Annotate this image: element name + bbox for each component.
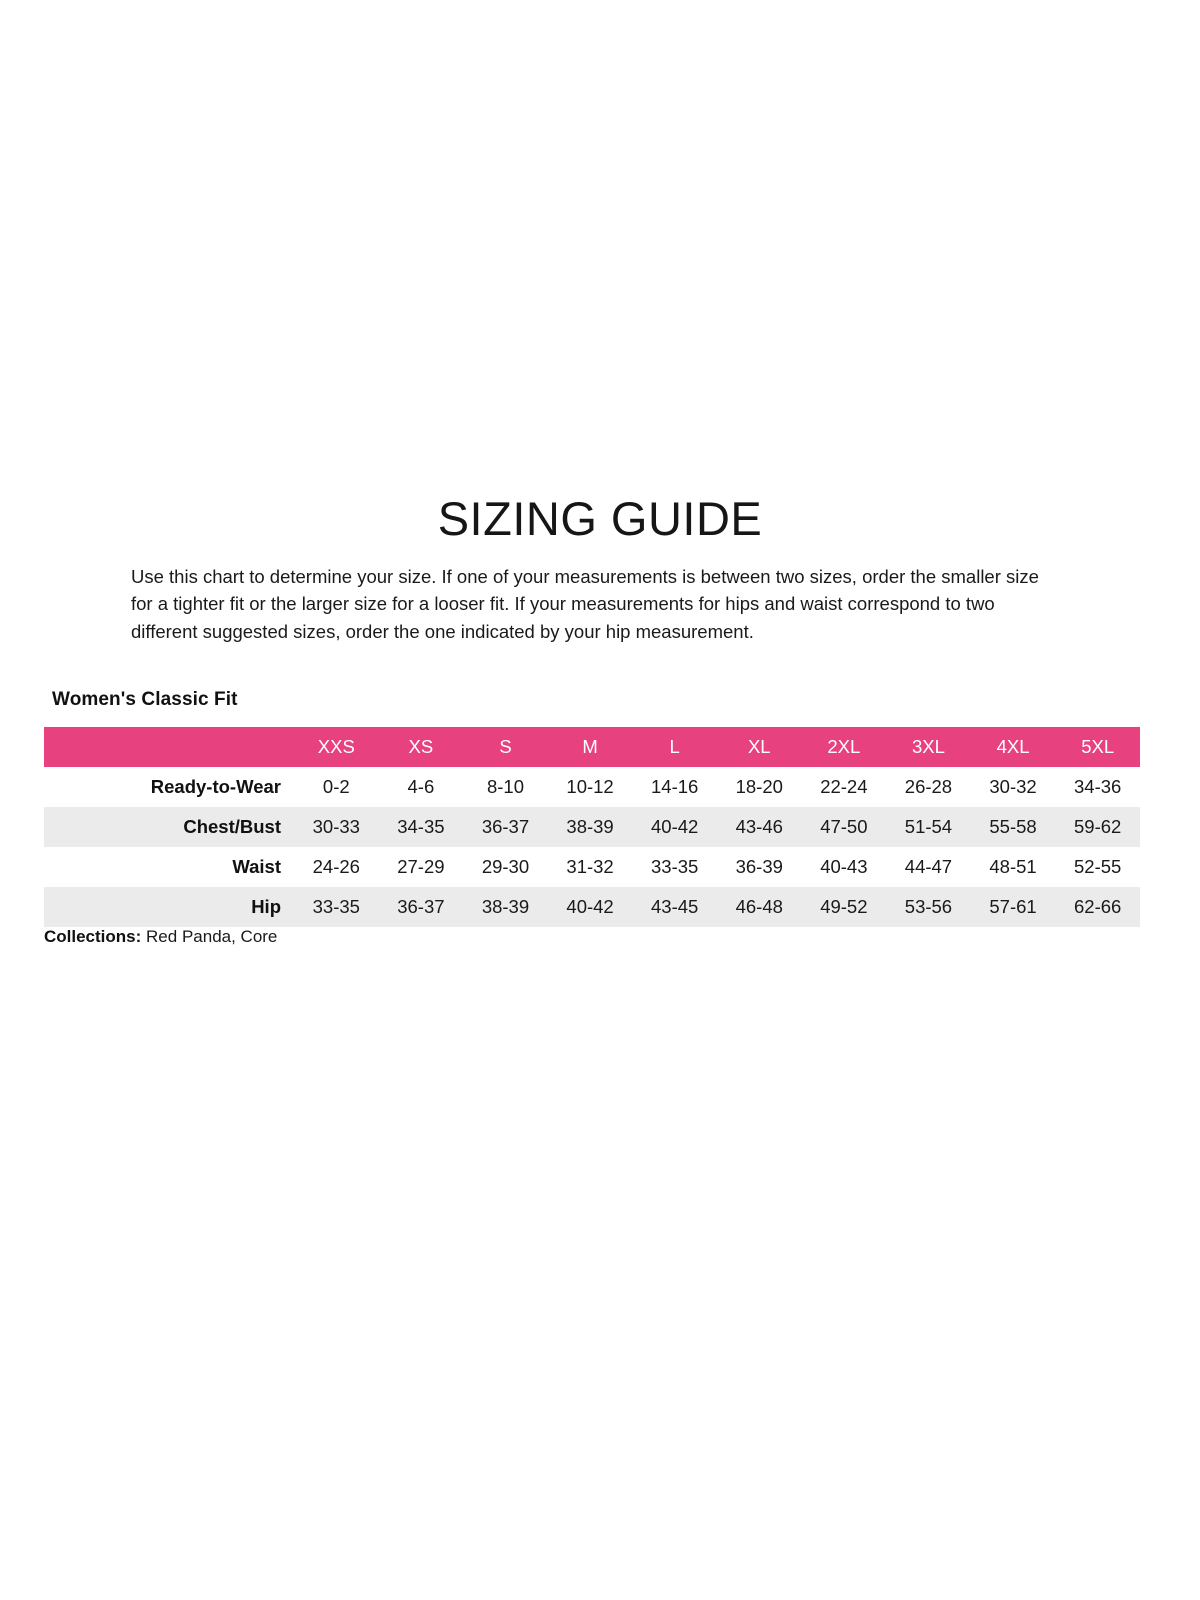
cell-ready-to-wear-m: 10-12 xyxy=(547,767,633,807)
cell-hip-m: 40-42 xyxy=(547,887,633,927)
intro-paragraph: Use this chart to determine your size. I… xyxy=(131,565,1039,642)
cell-hip-xl: 46-48 xyxy=(716,887,802,927)
cell-chest-bust-xxs: 30-33 xyxy=(294,807,379,847)
cell-hip-5xl: 62-66 xyxy=(1055,887,1140,927)
cell-ready-to-wear-5xl: 34-36 xyxy=(1055,767,1140,807)
table-row: Chest/Bust 30-33 34-35 36-37 38-39 40-42… xyxy=(44,807,1140,847)
cell-waist-m: 31-32 xyxy=(547,847,633,887)
column-header-5xl: 5XL xyxy=(1055,727,1140,767)
column-header-4xl: 4XL xyxy=(970,727,1056,767)
cell-ready-to-wear-l: 14-16 xyxy=(632,767,717,807)
cell-hip-xxs: 33-35 xyxy=(294,887,379,927)
size-table-container: XXS XS S M L XL 2XL 3XL 4XL 5XL Ready-to… xyxy=(44,727,1140,927)
column-header-3xl: 3XL xyxy=(886,727,971,767)
cell-waist-4xl: 48-51 xyxy=(970,847,1056,887)
cell-chest-bust-2xl: 47-50 xyxy=(801,807,887,847)
cell-chest-bust-s: 36-37 xyxy=(463,807,548,847)
cell-chest-bust-3xl: 51-54 xyxy=(886,807,971,847)
page-title: SIZING GUIDE xyxy=(437,492,763,546)
cell-chest-bust-l: 40-42 xyxy=(632,807,717,847)
row-label-hip: Hip xyxy=(44,887,294,927)
cell-chest-bust-4xl: 55-58 xyxy=(970,807,1056,847)
cell-chest-bust-xl: 43-46 xyxy=(716,807,802,847)
cell-ready-to-wear-xs: 4-6 xyxy=(378,767,464,807)
column-header-2xl: 2XL xyxy=(801,727,887,767)
table-row: Waist 24-26 27-29 29-30 31-32 33-35 36-3… xyxy=(44,847,1140,887)
cell-chest-bust-5xl: 59-62 xyxy=(1055,807,1140,847)
cell-waist-5xl: 52-55 xyxy=(1055,847,1140,887)
column-header-m: M xyxy=(547,727,633,767)
table-corner-cell xyxy=(44,727,294,767)
cell-ready-to-wear-xxs: 0-2 xyxy=(294,767,379,807)
cell-waist-3xl: 44-47 xyxy=(886,847,971,887)
cell-hip-2xl: 49-52 xyxy=(801,887,887,927)
table-row: Hip 33-35 36-37 38-39 40-42 43-45 46-48 … xyxy=(44,887,1140,927)
cell-hip-l: 43-45 xyxy=(632,887,717,927)
column-header-xs: XS xyxy=(378,727,464,767)
cell-chest-bust-m: 38-39 xyxy=(547,807,633,847)
row-label-chest-bust: Chest/Bust xyxy=(44,807,294,847)
cell-hip-s: 38-39 xyxy=(463,887,548,927)
column-header-s: S xyxy=(463,727,548,767)
cell-waist-xxs: 24-26 xyxy=(294,847,379,887)
cell-waist-xs: 27-29 xyxy=(378,847,464,887)
cell-waist-2xl: 40-43 xyxy=(801,847,887,887)
collections-note: Collections: Red Panda, Core xyxy=(44,927,277,947)
cell-ready-to-wear-s: 8-10 xyxy=(463,767,548,807)
column-header-xxs: XXS xyxy=(294,727,379,767)
collections-values: Red Panda, Core xyxy=(146,927,278,946)
cell-ready-to-wear-2xl: 22-24 xyxy=(801,767,887,807)
table-header: XXS XS S M L XL 2XL 3XL 4XL 5XL xyxy=(44,727,1140,767)
cell-hip-3xl: 53-56 xyxy=(886,887,971,927)
column-header-l: L xyxy=(632,727,717,767)
cell-ready-to-wear-3xl: 26-28 xyxy=(886,767,971,807)
cell-hip-4xl: 57-61 xyxy=(970,887,1056,927)
cell-waist-xl: 36-39 xyxy=(716,847,802,887)
cell-waist-s: 29-30 xyxy=(463,847,548,887)
table-header-row: XXS XS S M L XL 2XL 3XL 4XL 5XL xyxy=(44,727,1140,767)
table-row: Ready-to-Wear 0-2 4-6 8-10 10-12 14-16 1… xyxy=(44,767,1140,807)
cell-hip-xs: 36-37 xyxy=(378,887,464,927)
section-heading-womens-classic-fit: Women's Classic Fit xyxy=(52,689,238,710)
cell-ready-to-wear-xl: 18-20 xyxy=(716,767,802,807)
collections-label: Collections: xyxy=(44,927,142,946)
cell-waist-l: 33-35 xyxy=(632,847,717,887)
column-header-xl: XL xyxy=(716,727,802,767)
sizing-table: XXS XS S M L XL 2XL 3XL 4XL 5XL Ready-to… xyxy=(44,727,1140,927)
table-body: Ready-to-Wear 0-2 4-6 8-10 10-12 14-16 1… xyxy=(44,767,1140,927)
cell-ready-to-wear-4xl: 30-32 xyxy=(970,767,1056,807)
row-label-ready-to-wear: Ready-to-Wear xyxy=(44,767,294,807)
cell-chest-bust-xs: 34-35 xyxy=(378,807,464,847)
row-label-waist: Waist xyxy=(44,847,294,887)
